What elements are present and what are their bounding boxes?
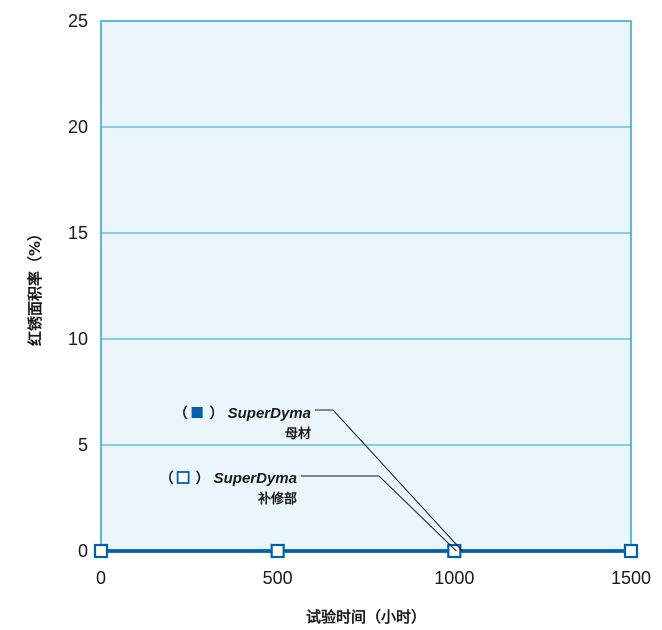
y-tick-label: 5 — [78, 435, 88, 455]
annotation-label: 母材 — [285, 426, 311, 442]
x-tick-label: 1500 — [611, 568, 651, 588]
x-axis-title: 试验时间（小时） — [306, 608, 426, 626]
x-tick-labels: 0 500 1000 1500 — [96, 568, 651, 588]
annotation-2: SuperDyma） （ 补修部 — [160, 470, 457, 552]
annotation-1: SuperDyma）（母材 — [174, 405, 463, 552]
x-tick-label: 0 — [96, 568, 106, 588]
x-tick-label: 1000 — [434, 568, 474, 588]
y-tick-label: 10 — [68, 329, 88, 349]
annotation-marker-filled — [191, 407, 203, 418]
data-point-open — [447, 543, 462, 559]
annotation-paren-close: ） — [196, 471, 210, 487]
plot-area — [100, 20, 632, 552]
annotation-leader-line — [376, 475, 457, 552]
annotation-paren-open: （ — [174, 406, 188, 422]
y-tick-label: 0 — [78, 541, 88, 561]
y-tick-labels: 0 5 10 15 20 25 — [68, 11, 88, 561]
data-point-open — [93, 543, 109, 559]
y-tick-label: 15 — [68, 223, 88, 243]
annotation-brand: SuperDyma — [214, 470, 297, 487]
y-tick-label: 25 — [68, 11, 88, 31]
annotation-paren-open: （ — [160, 471, 174, 487]
grid-lines — [101, 126, 631, 446]
annotation-leader-line — [328, 409, 463, 552]
annotation-brand: SuperDyma — [228, 405, 311, 422]
data-point-open — [270, 543, 285, 559]
data-point-open — [623, 543, 639, 559]
y-axis-title: 红锈面积率（%） — [26, 226, 44, 346]
x-tick-label: 500 — [263, 568, 293, 588]
annotation-paren-close: ） — [210, 406, 224, 422]
annotation-label: 补修部 — [257, 491, 297, 507]
annotation-marker-open — [176, 471, 190, 484]
series-group — [93, 543, 639, 559]
y-tick-label: 20 — [68, 117, 88, 137]
